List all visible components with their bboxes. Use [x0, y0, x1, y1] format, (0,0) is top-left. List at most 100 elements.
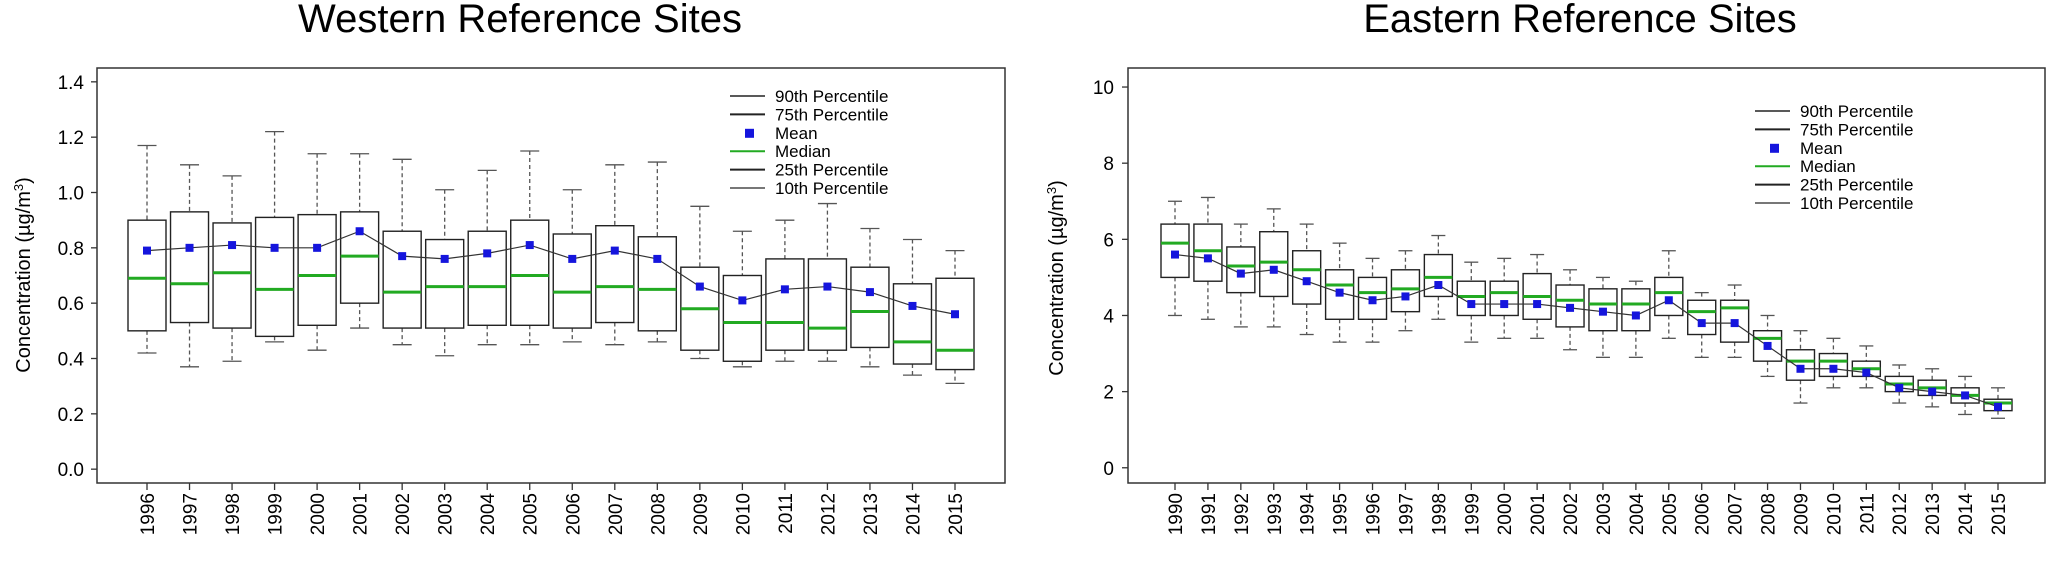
- eastern-x-tick-label: 1999: [1462, 493, 1483, 535]
- eastern-mean-point-1991: [1203, 254, 1212, 263]
- iqr-box: [212, 222, 252, 329]
- western-mean-point-2015: [951, 310, 959, 319]
- iqr-box: [510, 219, 550, 327]
- western-box-2012: [807, 202, 848, 362]
- eastern-y-tick-label: 0: [1103, 459, 1114, 480]
- western-plot-frame: [96, 67, 1006, 484]
- iqr-box: [297, 213, 337, 326]
- eastern-mean-point-1994: [1302, 277, 1311, 286]
- eastern-x-tick-label: 2006: [1693, 493, 1714, 535]
- legend-mean-symbol: [1770, 143, 1779, 153]
- legend-label: Mean: [775, 124, 818, 143]
- western-x-axis: 1996 1997 1998 1999 2000 2001 2002 2003 2004 2005…: [138, 483, 967, 535]
- eastern-mean-point-1998: [1434, 281, 1443, 290]
- legend-label: 10th Percentile: [775, 179, 888, 198]
- western-x-tick-label: 2012: [818, 493, 839, 535]
- eastern-mean-point-2009: [1796, 364, 1805, 373]
- legend-label: Mean: [1800, 139, 1843, 158]
- eastern-x-tick-label: 1995: [1331, 493, 1352, 535]
- western-mean-point-2006: [568, 254, 577, 263]
- legend-label: 90th Percentile: [1800, 102, 1913, 121]
- legend-label: 75th Percentile: [775, 105, 888, 124]
- iqr-box: [1423, 253, 1454, 298]
- eastern-box-1997: [1390, 250, 1421, 332]
- eastern-mean-point-2008: [1763, 341, 1772, 350]
- eastern-boxes: [1160, 196, 2013, 419]
- iqr-box: [467, 230, 507, 327]
- eastern-y-tick-label: 2: [1103, 383, 1114, 404]
- eastern-box-2003: [1588, 276, 1618, 359]
- eastern-x-tick-label: 2005: [1660, 493, 1681, 535]
- eastern-y-tick-label: 8: [1103, 154, 1114, 175]
- iqr-box: [1193, 223, 1223, 282]
- western-mean-point-2003: [440, 254, 449, 263]
- eastern-mean-polyline: [1174, 253, 1999, 408]
- western-y-tick-label: 1.2: [58, 128, 84, 149]
- eastern-box-2010: [1818, 337, 1849, 389]
- eastern-box-2006: [1687, 291, 1717, 359]
- eastern-mean-point-2007: [1730, 319, 1739, 328]
- western-x-tick-label: 2009: [691, 493, 712, 535]
- iqr-box: [382, 230, 422, 329]
- eastern-box-1998: [1423, 234, 1454, 320]
- western-mean-point-2002: [398, 252, 407, 261]
- eastern-x-tick-label: 1998: [1429, 493, 1450, 535]
- legend-label: 25th Percentile: [1800, 176, 1913, 195]
- western-y-tick-label: 0.6: [58, 294, 84, 315]
- legend-label: 75th Percentile: [1800, 120, 1913, 139]
- eastern-y-tick-label: 10: [1093, 78, 1114, 99]
- western-mean-point-2005: [525, 241, 534, 250]
- western-mean-point-2013: [865, 288, 874, 297]
- western-x-tick-label: 2005: [521, 493, 542, 535]
- western-mean-point-2009: [695, 282, 704, 291]
- iqr-box: [1785, 349, 1816, 381]
- western-box-2009: [680, 205, 720, 360]
- western-y-tick-label: 1.4: [58, 73, 85, 94]
- western-box-2000: [297, 153, 337, 351]
- western-mean-point-2004: [483, 249, 492, 258]
- western-chart-title: Western Reference Sites: [298, 0, 742, 41]
- western-x-tick-label: 2000: [308, 493, 329, 535]
- western-x-tick-label: 2006: [563, 493, 584, 535]
- eastern-x-tick-label: 2001: [1528, 493, 1549, 535]
- western-mean-point-2014: [908, 301, 917, 310]
- eastern-x-tick-label: 1996: [1364, 493, 1385, 535]
- iqr-box: [1259, 231, 1289, 298]
- western-x-tick-label: 1999: [266, 493, 287, 535]
- iqr-box: [169, 211, 210, 324]
- eastern-mean-line: [1171, 250, 2002, 411]
- eastern-mean-point-1993: [1269, 265, 1278, 274]
- western-box-2005: [510, 150, 550, 346]
- eastern-mean-point-2010: [1829, 364, 1838, 373]
- western-box-2015: [935, 249, 975, 385]
- iqr-box: [424, 238, 465, 329]
- eastern-x-tick-label: 2012: [1890, 493, 1911, 535]
- iqr-box: [1390, 269, 1421, 313]
- eastern-mean-point-1990: [1171, 250, 1179, 259]
- eastern-x-tick-label: 2007: [1726, 493, 1747, 535]
- eastern-x-tick-label: 2014: [1956, 493, 1977, 536]
- iqr-box: [892, 283, 933, 365]
- eastern-box-2001: [1522, 253, 1552, 339]
- western-mean-point-1999: [270, 243, 279, 252]
- eastern-x-axis: 1990 1991 1992 1993 1994 1995 1996 1997 1998 1999…: [1166, 483, 2010, 535]
- eastern-box-2004: [1621, 280, 1651, 359]
- western-box-1999: [254, 130, 295, 343]
- western-y-tick-label: 0.4: [58, 350, 85, 371]
- iqr-box: [637, 236, 678, 332]
- eastern-mean-point-2002: [1566, 303, 1575, 312]
- eastern-mean-point-1997: [1401, 292, 1410, 301]
- iqr-box: [1621, 288, 1651, 332]
- western-x-tick-label: 2001: [351, 493, 372, 535]
- western-box-2004: [467, 169, 507, 346]
- western-mean-point-2011: [780, 285, 789, 294]
- eastern-y-tick-label: 4: [1103, 306, 1114, 327]
- eastern-mean-point-2006: [1697, 319, 1706, 328]
- western-box-2013: [850, 227, 890, 368]
- eastern-mean-point-2001: [1533, 300, 1542, 309]
- iqr-box: [807, 258, 848, 351]
- western-y-tick-label: 0.2: [58, 405, 84, 426]
- western-box-1998: [212, 175, 252, 362]
- western-mean-point-2012: [823, 282, 832, 291]
